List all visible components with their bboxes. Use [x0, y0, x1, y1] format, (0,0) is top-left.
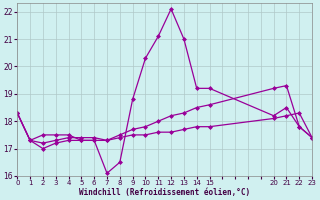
X-axis label: Windchill (Refroidissement éolien,°C): Windchill (Refroidissement éolien,°C): [79, 188, 250, 197]
